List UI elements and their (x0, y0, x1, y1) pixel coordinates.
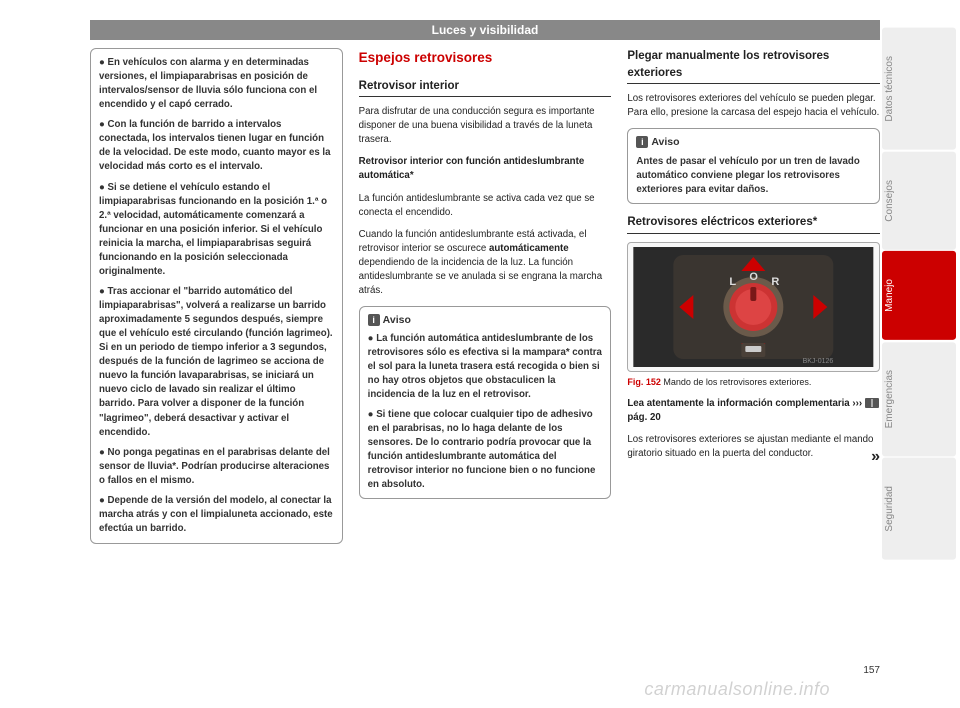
aviso-label: iAviso (368, 313, 411, 328)
aviso-bullet: ● La función automática antideslumbrante… (368, 332, 603, 402)
tab-datos-tecnicos[interactable]: Datos técnicos (882, 28, 956, 150)
page-number: 157 (863, 665, 880, 676)
subheading: Retrovisores eléctricos exteriores* (627, 214, 880, 234)
aviso-label: iAviso (636, 135, 679, 150)
column-1: ● En vehículos con alarma y en determina… (90, 48, 343, 554)
section-title: Espejos retrovisores (359, 48, 612, 68)
paragraph: Retrovisor interior con función antidesl… (359, 155, 612, 183)
column-2: Espejos retrovisores Retrovisor interior… (359, 48, 612, 554)
info-icon: i (368, 314, 380, 326)
svg-text:BKJ-0126: BKJ-0126 (803, 358, 834, 365)
watermark: carmanualsonline.info (644, 679, 830, 700)
bullet: ● Con la función de barrido a intervalos… (99, 118, 334, 174)
tab-seguridad[interactable]: Seguridad (882, 458, 956, 560)
svg-text:O: O (750, 271, 759, 283)
paragraph: Los retrovisores exteriores del vehículo… (627, 92, 880, 120)
bullet: ● Si se detiene el vehículo estando el l… (99, 181, 334, 279)
tab-consejos[interactable]: Consejos (882, 152, 956, 250)
aviso-text: Antes de pasar el vehículo por un tren d… (636, 155, 871, 197)
tab-emergencias[interactable]: Emergencias (882, 342, 956, 456)
paragraph: Los retrovisores exteriores se ajustan m… (627, 433, 880, 461)
column-3: Plegar manualmente los retrovisores exte… (627, 48, 880, 554)
book-icon (865, 398, 879, 408)
side-tabs: Datos técnicos Consejos Manejo Emergenci… (882, 28, 956, 560)
info-icon: i (636, 136, 648, 148)
bullet: ● En vehículos con alarma y en determina… (99, 56, 334, 112)
tab-manejo[interactable]: Manejo (882, 251, 956, 340)
aviso-box: iAviso ● La función automática antideslu… (359, 306, 612, 499)
svg-text:R: R (772, 276, 780, 288)
paragraph: Para disfrutar de una conducción segura … (359, 105, 612, 147)
svg-text:L: L (730, 276, 737, 288)
mirror-control-diagram: L O R BKJ-0126 (632, 247, 875, 367)
figure: L O R BKJ-0126 (627, 242, 880, 372)
content-columns: ● En vehículos con alarma y en determina… (90, 48, 880, 554)
aviso-bullet: ● Si tiene que colocar cualquier tipo de… (368, 408, 603, 492)
bullet: ● Depende de la versión del modelo, al c… (99, 494, 334, 536)
bold-heading: Retrovisor interior con función antidesl… (359, 156, 585, 181)
paragraph: Lea atentamente la información complemen… (627, 397, 880, 425)
page-header: Luces y visibilidad (90, 20, 880, 40)
paragraph: Cuando la función antideslumbrante está … (359, 228, 612, 298)
figure-caption: Fig. 152 Mando de los retrovisores exter… (627, 376, 880, 389)
bullet: ● Tras accionar el "barrido automático d… (99, 285, 334, 440)
aviso-box: iAviso Antes de pasar el vehículo por un… (627, 128, 880, 203)
continuation-icon: » (871, 445, 880, 468)
paragraph: La función antideslumbrante se activa ca… (359, 192, 612, 220)
bullet: ● No ponga pegatinas en el parabrisas de… (99, 446, 334, 488)
subheading: Retrovisor interior (359, 78, 612, 98)
manual-page: Luces y visibilidad ● En vehículos con a… (90, 20, 880, 680)
note-box: ● En vehículos con alarma y en determina… (90, 48, 343, 544)
subheading: Plegar manualmente los retrovisores exte… (627, 48, 880, 84)
